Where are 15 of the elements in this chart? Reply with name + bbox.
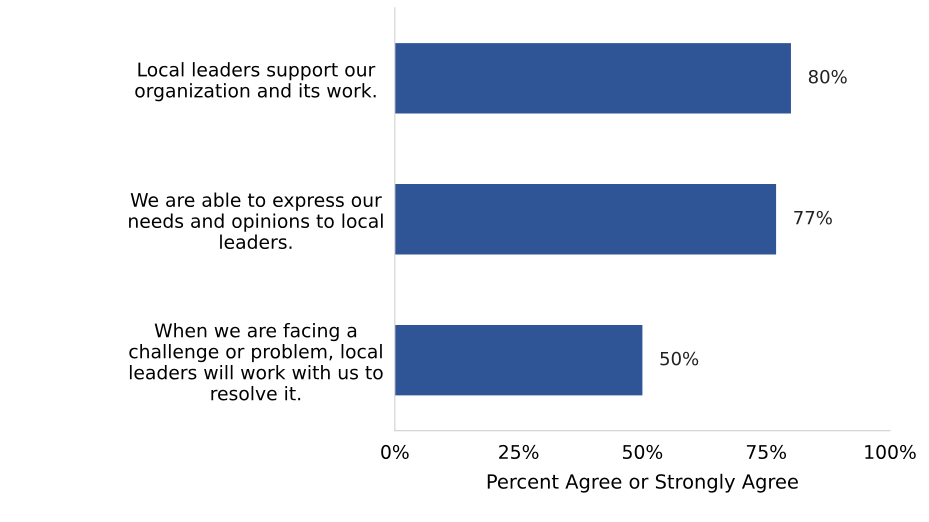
x-tick-label: 0% (381, 444, 409, 460)
data-label: 50% (660, 352, 698, 366)
y-tick-label: When we are facing a challenge or problem, local leaders will work with us to resolve it. (129, 322, 383, 400)
y-tick-label: Local leaders support our organization and its work. (135, 62, 376, 102)
x-tick-label: 50% (623, 444, 662, 460)
x-tick-label: 25% (499, 444, 538, 460)
bar (394, 324, 642, 396)
y-tick-label: We are able to express our needs and opinions to local leaders. (129, 192, 383, 250)
data-label: 80% (808, 70, 847, 84)
x-axis-title: Percent Agree or Strongly Agree (488, 474, 798, 493)
x-tick-label: 75% (746, 444, 786, 460)
data-label: 77% (794, 210, 832, 224)
x-tick-label: 100% (865, 444, 916, 460)
bar (394, 43, 791, 114)
bar (394, 184, 776, 254)
